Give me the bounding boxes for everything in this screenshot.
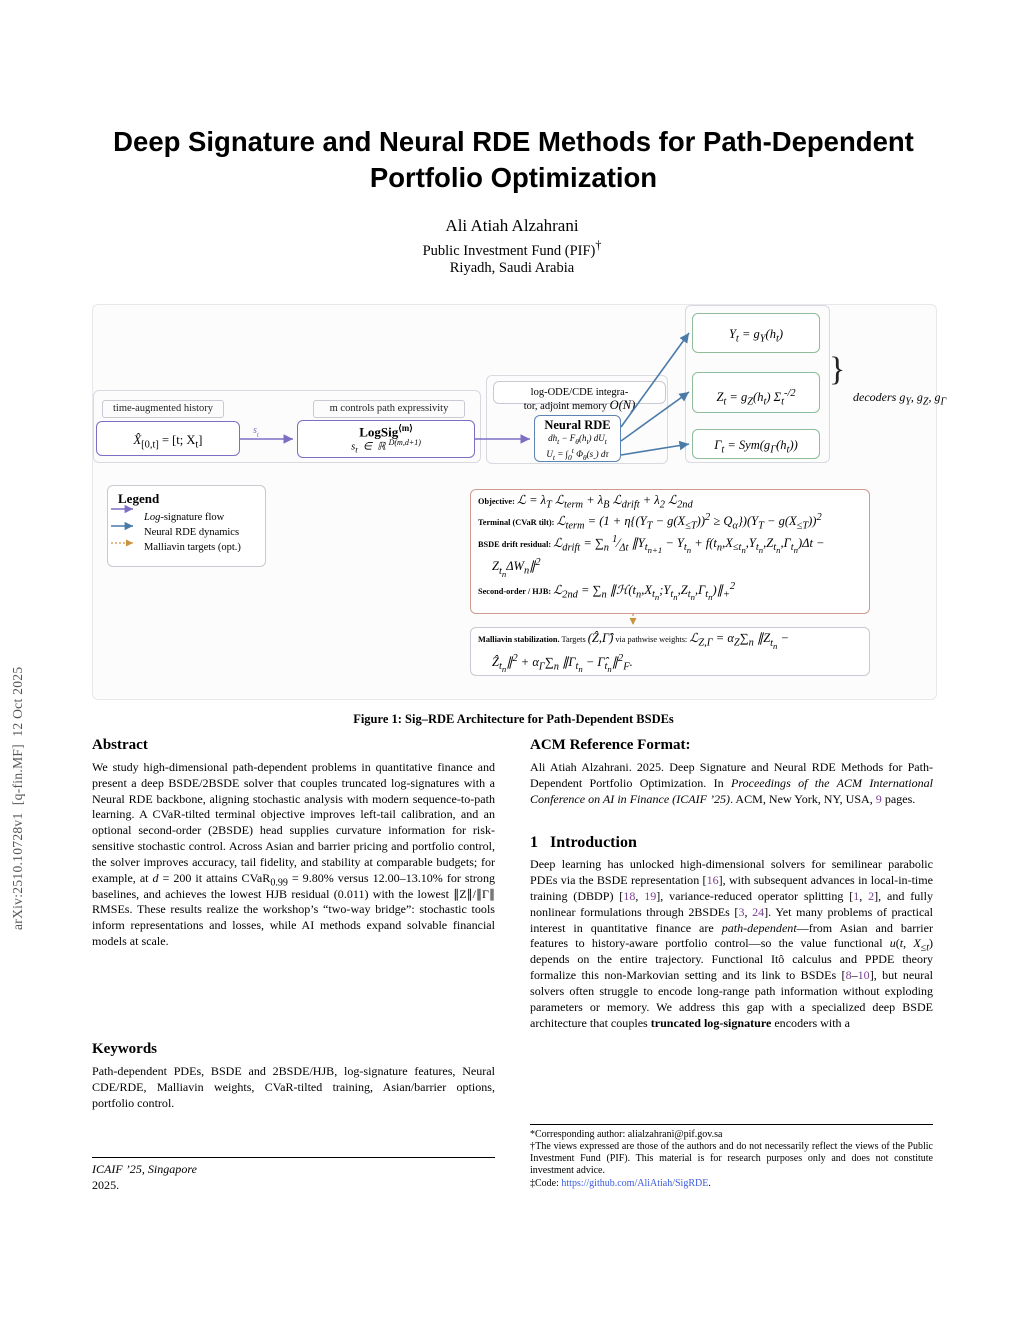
svg-text:st: st xyxy=(253,425,260,439)
